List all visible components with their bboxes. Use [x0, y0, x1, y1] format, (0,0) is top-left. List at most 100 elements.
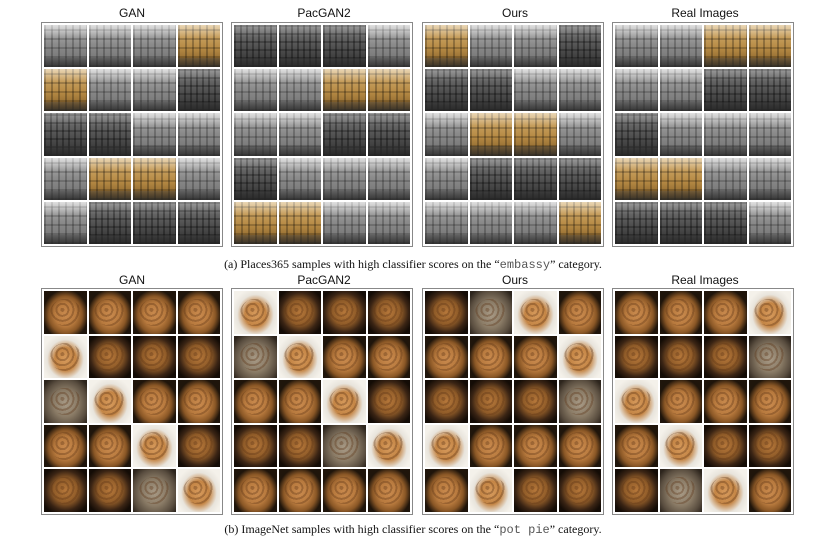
sample-image: [88, 291, 131, 334]
sample-image: [425, 201, 468, 244]
sample-image: [323, 469, 366, 512]
sample-image: [704, 25, 747, 68]
sample-image: [323, 201, 366, 244]
sample-image: [469, 157, 512, 200]
sample-image: [748, 291, 791, 334]
sample-image: [748, 469, 791, 512]
sample-image: [469, 25, 512, 68]
sample-image: [425, 469, 468, 512]
panel-title-pacgan2-a: PacGAN2: [297, 6, 351, 20]
sample-image: [367, 201, 410, 244]
sample-image: [88, 424, 131, 468]
sample-image: [659, 380, 702, 423]
sample-image: [367, 291, 410, 334]
sample-image: [278, 113, 321, 156]
sample-image: [367, 157, 410, 200]
sample-image: [558, 469, 601, 512]
sample-image: [367, 469, 410, 512]
sample-image: [88, 25, 131, 68]
sample-image: [514, 291, 557, 334]
sample-image: [514, 201, 557, 244]
caption-a-suffix: ” category.: [550, 257, 602, 271]
sample-image: [234, 469, 277, 512]
sample-image: [44, 469, 87, 512]
sample-image: [367, 380, 410, 423]
image-grid-pacgan2-embassy: [231, 22, 413, 247]
image-grid-real-potpie: [612, 288, 794, 515]
sample-image: [615, 335, 658, 379]
sample-image: [88, 335, 131, 379]
sample-image: [323, 380, 366, 423]
sample-image: [558, 69, 601, 112]
sample-image: [704, 335, 747, 379]
sample-image: [367, 335, 410, 379]
sample-image: [425, 157, 468, 200]
sample-image: [177, 469, 220, 512]
sample-image: [234, 335, 277, 379]
sample-image: [44, 424, 87, 468]
sample-image: [514, 469, 557, 512]
sample-image: [367, 424, 410, 468]
sample-image: [558, 113, 601, 156]
sample-image: [615, 201, 658, 244]
sample-image: [177, 291, 220, 334]
sample-image: [278, 469, 321, 512]
figure-caption-b: (b) ImageNet samples with high classifie…: [0, 522, 826, 537]
sample-image: [278, 69, 321, 112]
caption-a-prefix: (a) Places365 samples with high classifi…: [224, 257, 500, 271]
sample-image: [704, 469, 747, 512]
sample-image: [425, 69, 468, 112]
sample-image: [704, 69, 747, 112]
image-grid-real-embassy: [612, 22, 794, 247]
sample-image: [133, 201, 176, 244]
image-grid-gan-potpie: [41, 288, 223, 515]
sample-image: [177, 25, 220, 68]
sample-image: [748, 201, 791, 244]
sample-image: [514, 380, 557, 423]
sample-image: [177, 335, 220, 379]
image-grid-ours-embassy: [422, 22, 604, 247]
sample-image: [469, 113, 512, 156]
sample-image: [44, 291, 87, 334]
sample-image: [234, 380, 277, 423]
sample-image: [514, 157, 557, 200]
sample-image: [234, 201, 277, 244]
sample-image: [704, 291, 747, 334]
sample-image: [659, 69, 702, 112]
image-grid-ours-potpie: [422, 288, 604, 515]
sample-image: [133, 424, 176, 468]
sample-image: [133, 113, 176, 156]
sample-image: [615, 69, 658, 112]
sample-image: [615, 25, 658, 68]
panel-title-ours-b: Ours: [501, 273, 528, 287]
sample-image: [367, 25, 410, 68]
sample-image: [425, 335, 468, 379]
panel-title-real-b: Real Images: [671, 273, 739, 287]
sample-image: [748, 380, 791, 423]
image-grid-gan-embassy: [41, 22, 223, 247]
sample-image: [469, 201, 512, 244]
sample-image: [615, 469, 658, 512]
figure-caption-a: (a) Places365 samples with high classifi…: [0, 257, 826, 272]
sample-image: [425, 380, 468, 423]
sample-image: [704, 157, 747, 200]
sample-image: [323, 25, 366, 68]
sample-image: [367, 69, 410, 112]
sample-image: [469, 469, 512, 512]
sample-image: [514, 335, 557, 379]
sample-image: [514, 25, 557, 68]
sample-image: [615, 291, 658, 334]
sample-image: [748, 113, 791, 156]
sample-image: [425, 113, 468, 156]
sample-image: [44, 25, 87, 68]
sample-image: [558, 25, 601, 68]
caption-b-category: pot pie: [499, 523, 550, 537]
sample-image: [133, 291, 176, 334]
sample-image: [558, 291, 601, 334]
caption-b-prefix: (b) ImageNet samples with high classifie…: [224, 522, 500, 536]
sample-image: [323, 69, 366, 112]
sample-image: [234, 25, 277, 68]
sample-image: [133, 157, 176, 200]
image-grid-pacgan2-potpie: [231, 288, 413, 515]
sample-image: [234, 113, 277, 156]
